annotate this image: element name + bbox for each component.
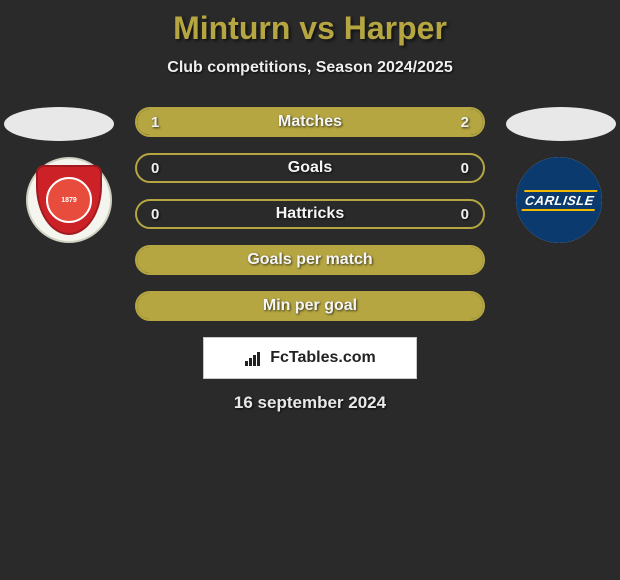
stat-label: Goals per match — [247, 251, 372, 269]
ellipse-left-decor — [4, 107, 114, 141]
swindon-badge-icon: 1879 — [36, 165, 102, 235]
stat-row: 0 Hattricks 0 — [135, 199, 485, 229]
carlisle-label: CARLISLE — [521, 190, 597, 211]
stat-row: 0 Goals 0 — [135, 153, 485, 183]
stat-rows: 1 Matches 2 0 Goals 0 0 Hattricks 0 Goals per mat… — [135, 107, 485, 321]
carlisle-badge-icon: CARLISLE — [516, 157, 602, 243]
stat-value-right: 0 — [461, 160, 469, 177]
stat-row: Min per goal — [135, 291, 485, 321]
stat-value-left: 0 — [151, 206, 159, 223]
date-label: 16 september 2024 — [0, 393, 620, 413]
team-left-logo: 1879 — [26, 157, 112, 243]
stat-label: Matches — [278, 113, 342, 131]
stat-label: Goals — [288, 159, 332, 177]
stat-row: 1 Matches 2 — [135, 107, 485, 137]
stats-area: 1879 CARLISLE 1 Matches 2 0 Goals 0 0 Hattricks… — [0, 107, 620, 321]
page-subtitle: Club competitions, Season 2024/2025 — [0, 59, 620, 77]
swindon-year: 1879 — [38, 197, 100, 204]
stat-row: Goals per match — [135, 245, 485, 275]
brand-box: FcTables.com — [203, 337, 417, 379]
fctables-bars-icon — [244, 350, 264, 366]
stat-value-left: 1 — [151, 114, 159, 131]
ellipse-right-decor — [506, 107, 616, 141]
stat-value-right: 2 — [461, 114, 469, 131]
brand-label: FcTables.com — [270, 349, 376, 367]
stat-value-right: 0 — [461, 206, 469, 223]
infographic-container: Minturn vs Harper Club competitions, Sea… — [0, 0, 620, 423]
stat-label: Min per goal — [263, 297, 357, 315]
stat-value-left: 0 — [151, 160, 159, 177]
stat-label: Hattricks — [276, 205, 344, 223]
page-title: Minturn vs Harper — [0, 10, 620, 47]
team-right-logo: CARLISLE — [516, 157, 602, 243]
